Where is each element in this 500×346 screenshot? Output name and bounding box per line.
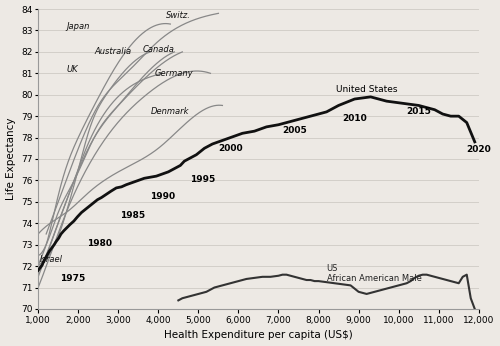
Text: UK: UK <box>66 65 78 74</box>
Y-axis label: Life Expectancy: Life Expectancy <box>6 118 16 200</box>
Text: Switz.: Switz. <box>166 11 191 20</box>
Text: 2020: 2020 <box>466 145 491 154</box>
Text: Israel: Israel <box>40 255 63 264</box>
Text: 2015: 2015 <box>406 107 432 116</box>
Text: US
African American Male: US African American Male <box>326 264 422 283</box>
Text: 2005: 2005 <box>282 126 307 135</box>
Text: Denmark: Denmark <box>150 107 189 116</box>
Text: United States: United States <box>336 85 398 94</box>
Text: 1990: 1990 <box>150 192 176 201</box>
Text: 1975: 1975 <box>60 274 86 283</box>
Text: Germany: Germany <box>154 69 193 78</box>
X-axis label: Health Expenditure per capita (US$): Health Expenditure per capita (US$) <box>164 330 353 340</box>
Text: 2010: 2010 <box>342 114 367 123</box>
Text: Australia: Australia <box>94 47 132 56</box>
Text: 1980: 1980 <box>87 239 112 248</box>
Text: Japan: Japan <box>66 22 90 31</box>
Text: 1995: 1995 <box>190 175 216 184</box>
Text: 1985: 1985 <box>120 211 146 220</box>
Text: 2000: 2000 <box>218 144 243 153</box>
Text: Canada: Canada <box>142 45 174 54</box>
